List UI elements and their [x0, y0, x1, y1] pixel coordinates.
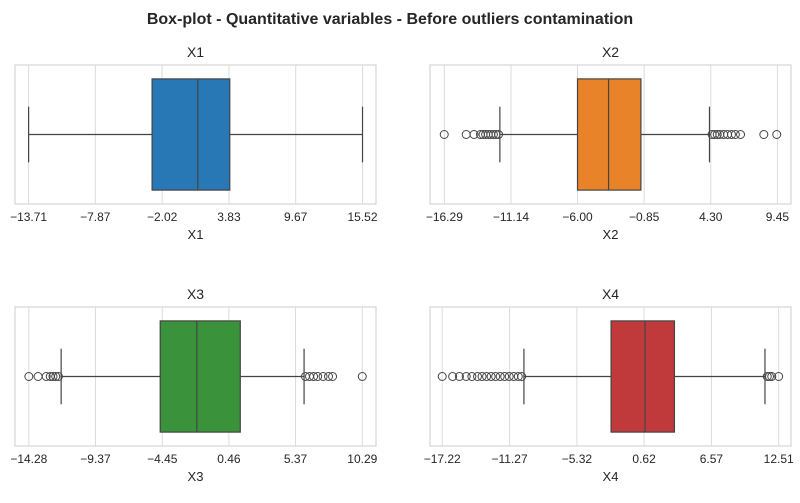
tick-label: 5.37: [284, 452, 308, 466]
panel-x2: X2 −16.29 −11.14 −6.00 −0.85 4.30 9.45 X2: [426, 44, 792, 242]
outlier-point: [504, 372, 514, 381]
outlier-point: [439, 130, 449, 139]
panel-x4: X4 −17.22 −11.27 −5.32 0.62 6.57 12.51 X4: [424, 286, 794, 484]
tick-label: 6.57: [700, 452, 724, 466]
outlier-point: [448, 372, 458, 381]
x-axis-label: X2: [603, 227, 619, 242]
panel-title: X2: [602, 44, 619, 60]
outlier-point: [494, 130, 504, 139]
outlier-point: [736, 130, 746, 139]
tick-label: −16.29: [426, 210, 463, 224]
tick-label: −6.00: [562, 210, 593, 224]
outlier-point: [767, 372, 777, 381]
outlier-point: [437, 372, 447, 381]
outlier-point: [461, 372, 471, 381]
outlier-point: [759, 130, 769, 139]
tick-label: −4.45: [147, 452, 178, 466]
x-axis-label: X1: [188, 227, 204, 242]
tick-label: −2.02: [147, 210, 178, 224]
tick-label: −9.37: [80, 452, 111, 466]
outlier-point: [357, 372, 367, 381]
outlier-point: [454, 372, 464, 381]
outlier-point: [24, 372, 34, 381]
outlier-point: [328, 372, 338, 381]
tick-label: 4.30: [699, 210, 723, 224]
outlier-point: [313, 372, 323, 381]
tick-label: 9.45: [766, 210, 790, 224]
outlier-point: [473, 372, 483, 381]
tick-label: 3.83: [217, 210, 241, 224]
outlier-point: [482, 372, 492, 381]
outlier-point: [500, 372, 510, 381]
outlier-point: [51, 372, 61, 381]
tick-label: −17.22: [424, 452, 461, 466]
iqr-box: [576, 78, 642, 191]
outlier-point: [318, 372, 328, 381]
x-axis-label: X3: [188, 469, 204, 484]
outlier-point: [517, 372, 527, 381]
tick-label: 15.52: [348, 210, 378, 224]
tick-label: 0.46: [217, 452, 241, 466]
tick-label: 9.67: [284, 210, 308, 224]
x-axis-label: X4: [603, 469, 619, 484]
iqr-box: [151, 78, 231, 191]
outlier-point: [762, 372, 772, 381]
outlier-point: [513, 372, 523, 381]
tick-label: −0.85: [629, 210, 660, 224]
panel-title: X1: [187, 44, 204, 60]
tick-label: 0.62: [632, 452, 656, 466]
outlier-point: [712, 130, 722, 139]
panel-x3: X3 −14.28 −9.37 −4.45 0.46 5.37 10.29 X3: [10, 286, 377, 484]
panel-x1: X1 −13.71 −7.87 −2.02 3.83 9.67 15.52 X1: [10, 44, 378, 242]
outlier-point: [41, 372, 51, 381]
tick-label: −13.71: [10, 210, 47, 224]
outlier-point: [467, 372, 477, 381]
tick-label: −11.27: [491, 452, 527, 466]
panel-title: X3: [187, 286, 204, 302]
tick-label: −7.87: [80, 210, 111, 224]
panel-title: X4: [602, 286, 619, 302]
outlier-point: [486, 372, 496, 381]
outlier-point: [48, 372, 58, 381]
iqr-box: [159, 320, 241, 433]
tick-label: −5.32: [562, 452, 593, 466]
tick-label: −14.28: [10, 452, 47, 466]
outlier-point: [495, 372, 505, 381]
figure-title: Box-plot - Quantitative variables - Befo…: [147, 11, 633, 28]
outlier-point: [491, 130, 501, 139]
outlier-point: [726, 130, 736, 139]
outlier-point: [309, 372, 319, 381]
iqr-box: [610, 320, 676, 433]
outlier-point: [324, 372, 333, 381]
outlier-point: [764, 372, 774, 381]
outlier-point: [477, 372, 487, 381]
outlier-point: [772, 130, 782, 139]
tick-label: −11.14: [493, 210, 529, 224]
outlier-point: [488, 130, 498, 139]
tick-label: 10.29: [347, 452, 377, 466]
tick-label: 12.51: [764, 452, 794, 466]
outlier-point: [730, 130, 740, 139]
outlier-point: [469, 130, 479, 139]
outlier-point: [491, 372, 501, 381]
outlier-point: [710, 130, 720, 139]
outlier-point: [53, 372, 63, 381]
outlier-point: [774, 372, 784, 381]
